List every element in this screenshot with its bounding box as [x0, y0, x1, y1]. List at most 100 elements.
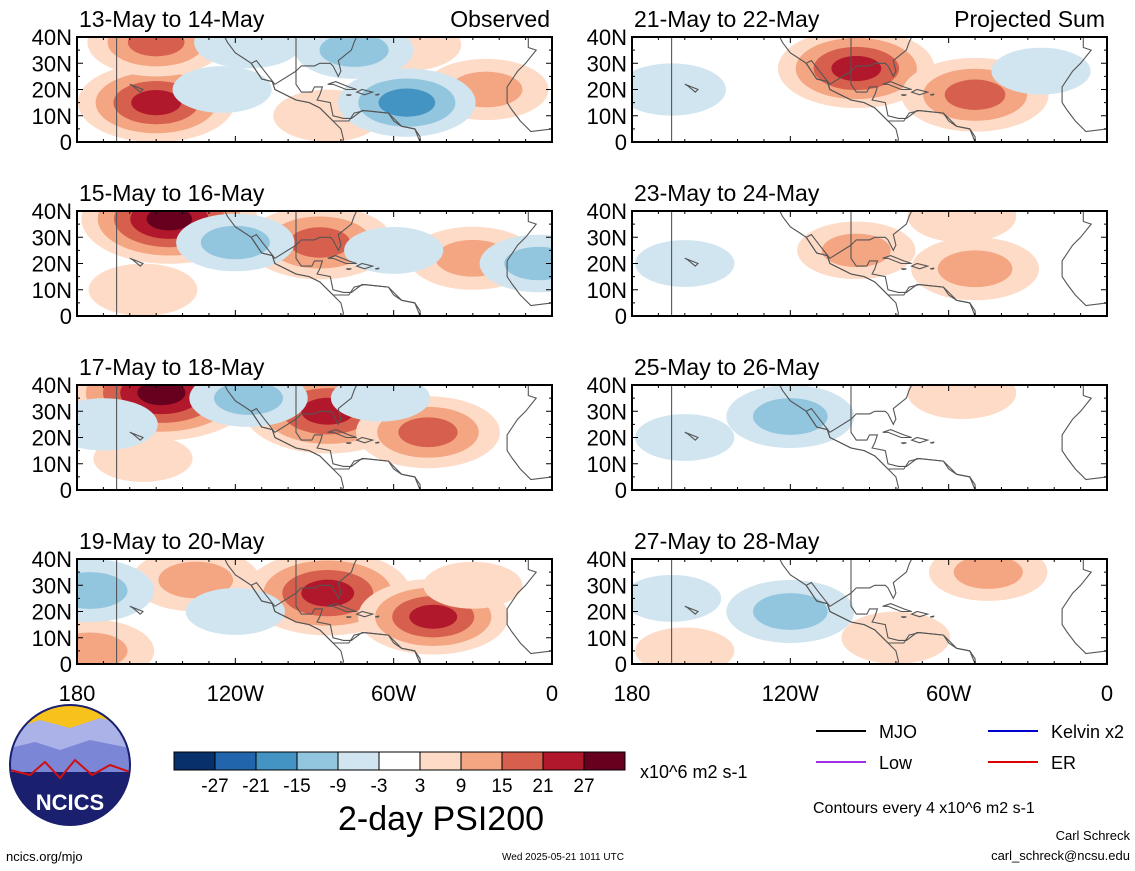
colorbar-tick-label: 9	[456, 776, 467, 797]
anomaly-mark	[378, 88, 436, 117]
x-tick-label: 120W	[207, 681, 265, 706]
anomaly-mark	[127, 37, 185, 57]
y-tick-label: 20N	[32, 78, 72, 103]
anomaly-mark	[214, 385, 284, 415]
anomaly-mark	[77, 632, 128, 664]
coastline	[930, 615, 935, 618]
coastline	[250, 581, 421, 664]
panel-date-range: 27-May to 28-May	[634, 528, 820, 554]
coastline	[346, 442, 352, 445]
coastline	[684, 83, 699, 93]
colorbar-swatch	[296, 751, 339, 771]
coastline	[930, 93, 935, 96]
legend-entry: Low	[879, 753, 913, 773]
x-tick-label: 180	[614, 681, 651, 706]
coastline	[346, 616, 352, 619]
coastline	[901, 94, 907, 97]
coastline	[327, 429, 357, 439]
coastline	[901, 616, 907, 619]
coastline	[1027, 385, 1107, 481]
y-tick-label: 30N	[32, 225, 72, 250]
anomaly-mark	[409, 604, 458, 629]
legend-entry: Kelvin x2	[1051, 722, 1124, 742]
panel-date-range: 25-May to 26-May	[634, 354, 820, 380]
y-tick-label: 30N	[587, 573, 627, 598]
coastline	[355, 436, 375, 444]
anomaly-mark	[88, 263, 198, 316]
coastline	[250, 407, 421, 490]
coastline	[472, 559, 552, 655]
anomaly-mark	[158, 561, 234, 599]
y-tick-label: 40N	[32, 547, 72, 572]
anomaly-mark	[137, 385, 186, 406]
x-tick-label: 60W	[371, 681, 416, 706]
y-tick-label: 0	[615, 478, 627, 503]
website-link[interactable]: ncics.org/mjo	[6, 849, 83, 864]
x-tick-label: 120W	[762, 681, 820, 706]
anomaly-mark	[635, 414, 735, 461]
colorbar-swatch	[460, 751, 503, 771]
coastline	[327, 603, 357, 613]
timestamp: Wed 2025-05-21 1011 UTC	[502, 852, 624, 863]
anomaly-mark	[344, 226, 444, 274]
legend-entry: ER	[1051, 753, 1076, 773]
anomaly-mark	[991, 47, 1091, 95]
coastline	[346, 268, 352, 271]
y-tick-label: 10N	[587, 626, 627, 651]
coastline	[882, 81, 912, 91]
y-tick-label: 30N	[587, 399, 627, 424]
y-tick-label: 20N	[32, 600, 72, 625]
coastline	[375, 267, 380, 270]
chart-title: 2-day PSI200	[338, 800, 545, 838]
coastline	[375, 615, 380, 618]
y-tick-label: 20N	[587, 426, 627, 451]
author-email: carl_schreck@ncsu.edu	[991, 848, 1130, 863]
coastline	[375, 93, 380, 96]
y-tick-label: 40N	[587, 547, 627, 572]
legend: MJO Kelvin x2 Low ER	[816, 722, 1124, 773]
colorbar-tick-label: -9	[330, 776, 347, 797]
author-name: Carl Schreck	[1055, 828, 1130, 843]
y-tick-label: 0	[60, 478, 72, 503]
colorbar-tick-label: 15	[491, 776, 512, 797]
coastline	[375, 441, 380, 444]
colorbar-tick-label: 3	[415, 776, 426, 797]
y-tick-label: 20N	[587, 600, 627, 625]
coastline	[116, 211, 421, 316]
coastline	[910, 610, 930, 618]
anomaly-mark	[77, 572, 128, 609]
y-tick-label: 0	[615, 130, 627, 155]
anomaly-mark	[753, 398, 828, 435]
y-tick-label: 10N	[32, 104, 72, 129]
colorbar-swatch	[583, 751, 626, 771]
anomaly-mark	[172, 66, 272, 113]
y-tick-label: 10N	[587, 278, 627, 303]
y-tick-label: 40N	[32, 373, 72, 398]
coastline	[901, 442, 907, 445]
y-tick-label: 0	[60, 130, 72, 155]
coastline	[250, 233, 421, 316]
colorbar-swatch	[542, 751, 585, 771]
coastline	[684, 431, 699, 441]
colorbar-tick-label: 27	[573, 776, 594, 797]
anomaly-mark	[953, 559, 1023, 589]
coastline	[882, 603, 912, 613]
coastline	[805, 233, 976, 316]
coastline	[684, 257, 699, 267]
coastline	[346, 94, 352, 97]
column-header: Projected Sum	[954, 6, 1105, 32]
coastline	[129, 431, 144, 441]
coastline	[901, 268, 907, 271]
anomaly-mark	[944, 79, 1006, 110]
coastline	[1027, 211, 1107, 307]
anomaly-mark	[907, 385, 1017, 419]
